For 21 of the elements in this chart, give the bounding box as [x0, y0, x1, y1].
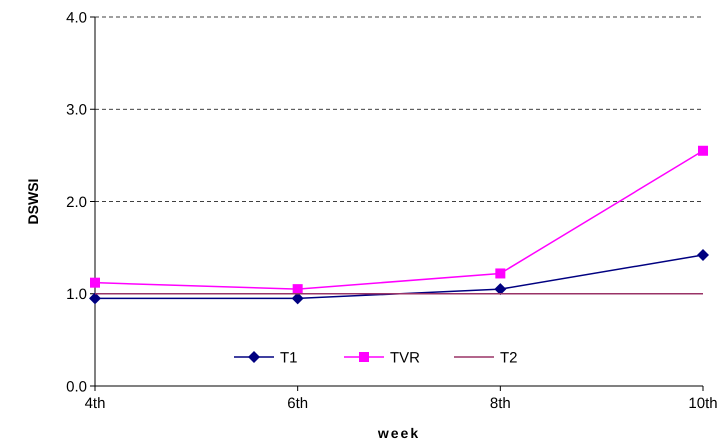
point: [89, 292, 101, 304]
y-tick-label: 0.0: [66, 378, 87, 396]
y-tick-label: 1.0: [66, 286, 87, 303]
point: [698, 146, 708, 156]
point: [495, 268, 506, 278]
legend-label: T2: [500, 349, 518, 366]
legend-label: T1: [280, 349, 298, 366]
point: [697, 249, 709, 262]
y-tick-label: 2.0: [66, 194, 87, 211]
y-tick-label: 4.0: [66, 9, 87, 26]
y-axis-title: DSWSI: [25, 178, 41, 224]
x-axis-title: week: [376, 425, 420, 441]
point: [292, 284, 303, 294]
x-tick-label: 8th: [490, 395, 511, 412]
x-tick-label: 4th: [84, 395, 106, 412]
y-tick-label: 3.0: [66, 102, 87, 118]
x-tick-label: 6th: [287, 395, 308, 412]
legend-label: TVR: [390, 349, 420, 366]
x-tick-label: 10th: [688, 395, 718, 412]
point: [90, 278, 100, 288]
point: [494, 283, 506, 296]
